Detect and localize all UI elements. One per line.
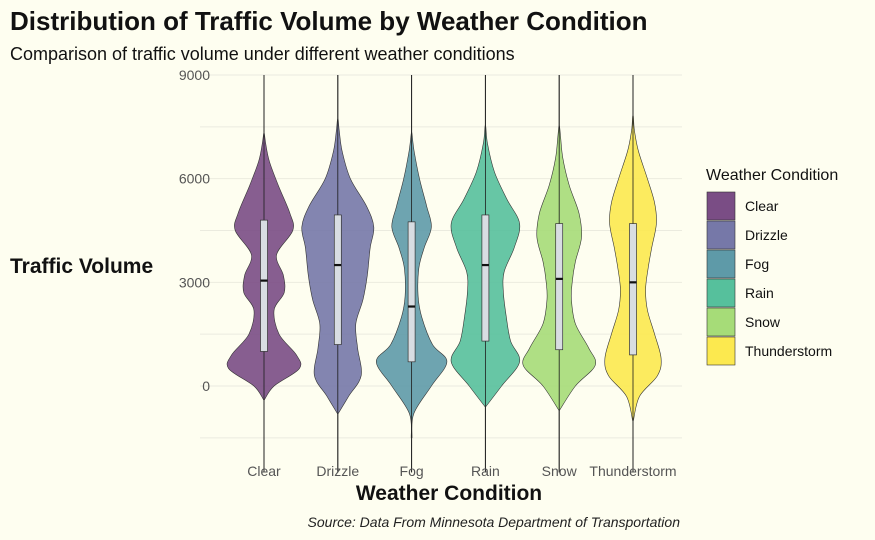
x-tick-label: Rain xyxy=(471,463,500,479)
x-tick-label: Snow xyxy=(542,463,578,479)
chart-caption: Source: Data From Minnesota Department o… xyxy=(308,514,681,530)
legend-label: Fog xyxy=(745,256,769,272)
violin-thunderstorm xyxy=(604,75,662,473)
legend-items: Clear Drizzle Fog Rain Snow Thunderstorm xyxy=(706,191,832,366)
x-tick-label: Thunderstorm xyxy=(589,463,676,479)
x-tick-label: Clear xyxy=(247,463,281,479)
x-axis-ticks: Clear Drizzle Fog Rain Snow Thunderstorm xyxy=(247,463,676,479)
violin-box xyxy=(407,221,416,363)
legend-label: Rain xyxy=(745,285,774,301)
legend-key xyxy=(706,278,736,308)
y-axis-title: Traffic Volume xyxy=(10,255,153,278)
legend-label: Drizzle xyxy=(745,227,788,243)
chart-title: Distribution of Traffic Volume by Weathe… xyxy=(10,6,648,36)
legend: Weather Condition Clear Drizzle Fog Rain Sno… xyxy=(706,167,838,366)
legend-key xyxy=(706,191,736,221)
legend-key xyxy=(706,249,736,279)
y-tick-label: 6000 xyxy=(179,171,210,187)
legend-label: Thunderstorm xyxy=(745,343,832,359)
violin-series xyxy=(226,75,662,473)
legend-title: Weather Condition xyxy=(706,167,838,184)
violin-rain xyxy=(450,75,521,473)
violin-box xyxy=(555,223,564,351)
legend-label: Clear xyxy=(745,198,779,214)
violin-box xyxy=(629,223,637,356)
legend-key xyxy=(706,336,736,366)
legend-key xyxy=(706,307,736,337)
legend-key xyxy=(706,220,736,250)
x-tick-label: Fog xyxy=(400,463,424,479)
violin-clear xyxy=(226,75,302,473)
x-tick-label: Drizzle xyxy=(316,463,359,479)
chart-subtitle: Comparison of traffic volume under diffe… xyxy=(10,44,515,64)
violin-box xyxy=(481,214,490,342)
y-tick-label: 9000 xyxy=(179,67,210,83)
violin-box xyxy=(333,214,342,345)
y-tick-label: 0 xyxy=(202,378,210,394)
violin-drizzle xyxy=(301,75,375,473)
violin-fog xyxy=(375,75,448,473)
y-axis-ticks: 0 3000 6000 9000 xyxy=(179,67,210,394)
x-axis-title: Weather Condition xyxy=(356,482,542,505)
y-tick-label: 3000 xyxy=(179,274,210,290)
legend-label: Snow xyxy=(745,314,781,330)
violin-snow xyxy=(522,75,596,473)
violin-box xyxy=(260,219,268,352)
